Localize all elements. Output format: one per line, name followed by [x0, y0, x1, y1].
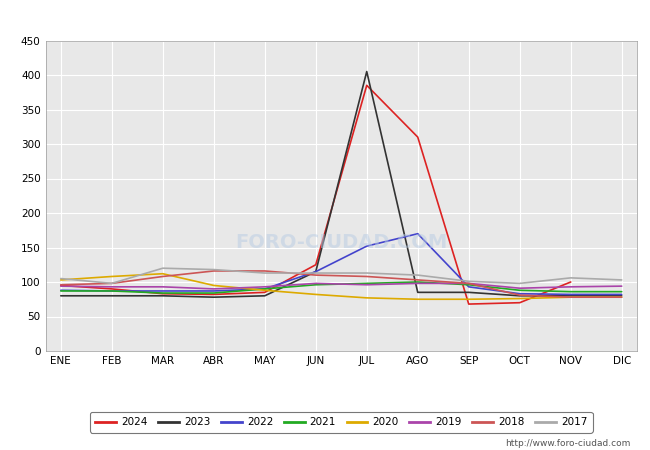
Text: FORO-CIUDAD.COM: FORO-CIUDAD.COM	[235, 233, 447, 252]
Legend: 2024, 2023, 2022, 2021, 2020, 2019, 2018, 2017: 2024, 2023, 2022, 2021, 2020, 2019, 2018…	[90, 412, 593, 432]
Text: Afiliados en Nueva Villa de las Torres a 30/11/2024: Afiliados en Nueva Villa de las Torres a…	[116, 10, 534, 26]
Text: http://www.foro-ciudad.com: http://www.foro-ciudad.com	[505, 439, 630, 448]
